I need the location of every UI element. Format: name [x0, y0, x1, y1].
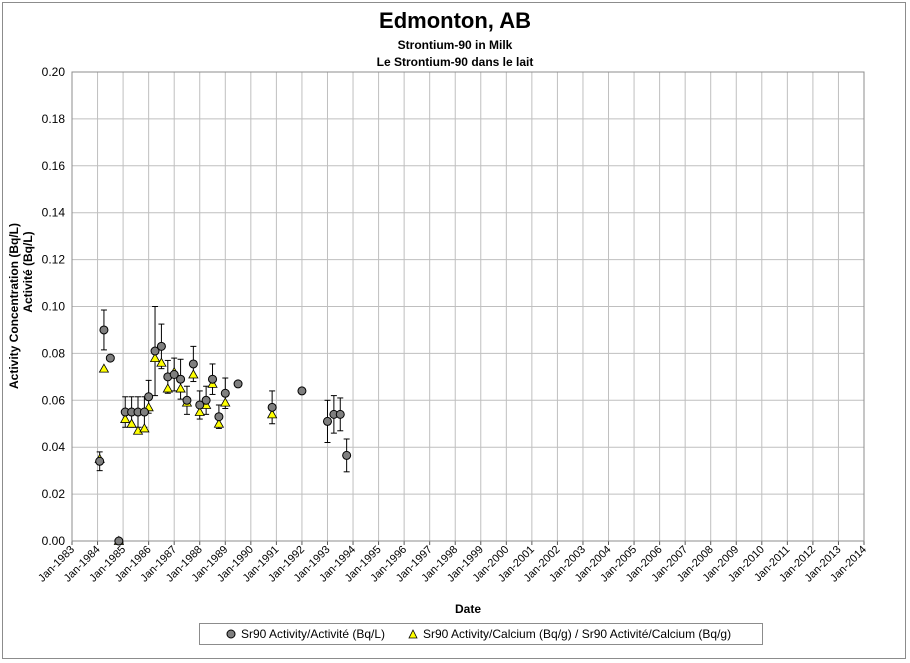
y-tick-label: 0.16 — [42, 159, 66, 173]
activity-point — [342, 450, 352, 460]
circle-marker-icon — [226, 629, 236, 639]
calcium-point — [156, 357, 167, 367]
calcium-point — [220, 397, 231, 407]
legend-label-activity: Sr90 Activity/Activité (Bq/L) — [241, 627, 386, 641]
activity-point — [233, 379, 243, 389]
calcium-point — [213, 418, 225, 428]
activity-point — [201, 395, 211, 405]
calcium-point — [139, 423, 150, 433]
activity-point — [156, 341, 166, 351]
chart-title: Edmonton, AB — [379, 8, 531, 33]
chart-subtitle-en: Strontium-90 in Milk — [397, 38, 513, 52]
activity-point — [95, 456, 105, 466]
y-tick-label: 0.02 — [42, 487, 66, 501]
y-axis-title-en: Activity Concentration (Bq/L) — [7, 223, 21, 389]
activity-point — [182, 395, 192, 405]
y-tick-label: 0.10 — [42, 300, 66, 314]
activity-point — [195, 400, 205, 410]
calcium-point — [175, 383, 186, 393]
y-tick-label: 0.04 — [42, 440, 66, 454]
activity-point — [208, 374, 218, 384]
calcium-point — [162, 383, 173, 393]
calcium-point — [149, 352, 161, 362]
activity-point — [297, 386, 307, 396]
legend-item-calcium: Sr90 Activity/Calcium (Bq/g) / Sr90 Acti… — [408, 627, 731, 641]
calcium-point — [126, 418, 137, 428]
calcium-point — [98, 363, 110, 373]
activity-point — [188, 359, 198, 369]
activity-point — [335, 409, 345, 419]
activity-point — [322, 416, 332, 426]
activity-point — [214, 412, 224, 422]
legend: Sr90 Activity/Activité (Bq/L) Sr90 Activ… — [199, 623, 763, 645]
calcium-point — [188, 369, 199, 379]
legend-label-calcium: Sr90 Activity/Calcium (Bq/g) / Sr90 Acti… — [423, 627, 732, 641]
y-tick-label: 0.18 — [42, 112, 66, 126]
y-tick-label: 0.06 — [42, 393, 66, 407]
y-axis-title-fr: Activité (Bq/L) — [21, 231, 35, 312]
plot-area-border — [71, 71, 865, 542]
x-axis-title: Date — [455, 602, 481, 616]
activity-point — [114, 536, 124, 546]
legend-item-activity: Sr90 Activity/Activité (Bq/L) — [226, 627, 385, 641]
y-tick-label: 0.08 — [42, 346, 66, 360]
y-tick-label: 0.20 — [42, 65, 66, 79]
activity-point — [267, 402, 277, 412]
activity-point — [144, 392, 154, 402]
activity-point — [105, 353, 115, 363]
activity-point — [139, 407, 149, 417]
activity-point — [220, 388, 230, 398]
calcium-point — [266, 409, 278, 419]
y-tick-label: 0.14 — [42, 206, 66, 220]
activity-point — [169, 370, 179, 380]
activity-point — [99, 325, 109, 335]
y-tick-label: 0.00 — [42, 534, 66, 548]
chart-subtitle-fr: Le Strontium-90 dans le lait — [376, 55, 534, 69]
triangle-marker-icon — [408, 629, 418, 639]
calcium-point — [120, 413, 131, 423]
calcium-point — [194, 406, 205, 416]
activity-point — [176, 374, 186, 384]
activity-point — [150, 346, 160, 356]
y-tick-label: 0.12 — [42, 253, 66, 267]
